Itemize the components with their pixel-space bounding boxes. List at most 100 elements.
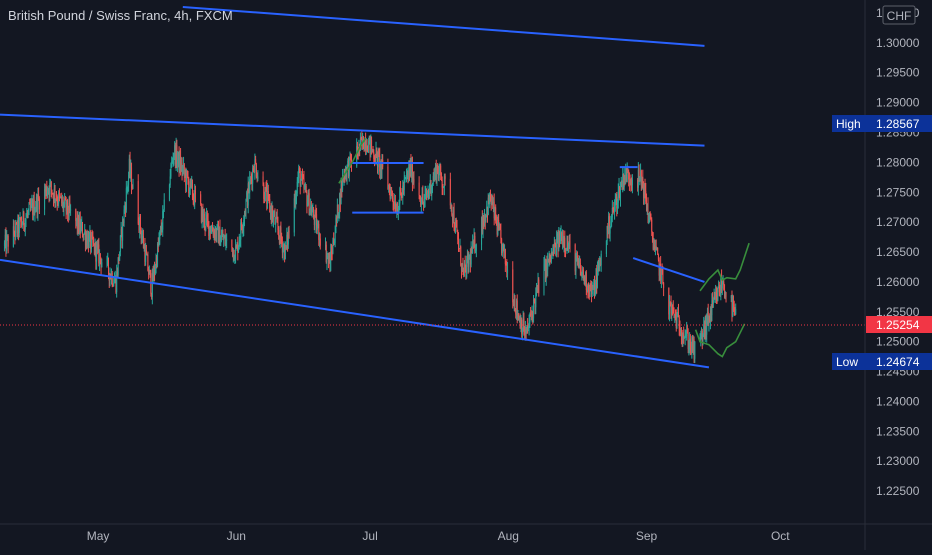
june-rise-projection[interactable] — [338, 138, 367, 184]
candle-body — [333, 242, 335, 244]
candle-body — [243, 219, 245, 228]
candle-body — [702, 334, 704, 342]
candle-body — [680, 335, 682, 337]
candle-body — [688, 347, 690, 350]
candle-body — [331, 252, 333, 254]
channel-top-line[interactable] — [0, 113, 705, 147]
candle-body — [26, 213, 28, 218]
candle-body — [401, 194, 403, 198]
candle-body — [169, 176, 171, 185]
candle-body — [307, 193, 309, 203]
candle-body — [306, 192, 308, 207]
time-axis[interactable]: May Jun Jul Aug Sep Oct — [87, 529, 791, 543]
candle-body — [239, 239, 241, 242]
candle-body — [453, 210, 455, 228]
candle-body — [154, 268, 156, 274]
candle-body — [287, 234, 289, 245]
candle-body — [80, 225, 82, 232]
low-label: Low — [836, 355, 858, 369]
candle-body — [651, 231, 653, 240]
candle-body — [716, 296, 718, 301]
candle-body — [533, 299, 535, 302]
candle-body — [107, 259, 109, 274]
candle-body — [427, 191, 429, 196]
candle-body — [450, 205, 452, 207]
candle-body — [580, 270, 582, 276]
candle-body — [436, 165, 438, 181]
candle-body — [357, 153, 359, 155]
candle-body — [617, 202, 619, 209]
candle-body — [599, 259, 601, 267]
candle-body — [407, 173, 409, 176]
candle-body — [670, 302, 672, 314]
candle-body — [270, 207, 272, 219]
candle-body — [359, 138, 361, 149]
low-marker: Low 1.24674 — [832, 353, 932, 370]
candle-body — [326, 256, 328, 263]
candle-body — [256, 176, 258, 179]
candle-body — [643, 187, 645, 199]
candle-body — [522, 318, 524, 331]
candle-body — [521, 330, 523, 334]
bullish-projection[interactable] — [699, 242, 750, 292]
candle-body — [56, 199, 58, 203]
price-tick-label: 1.25000 — [876, 335, 920, 349]
candle-body — [211, 228, 213, 233]
candle-body — [217, 225, 219, 227]
candle-body — [375, 149, 377, 164]
candle-body — [518, 317, 520, 320]
candle-body — [191, 182, 193, 184]
candle-body — [683, 334, 685, 338]
candle-body — [16, 223, 18, 233]
candle-body — [640, 170, 642, 184]
candle-body — [456, 227, 458, 232]
candle-body — [337, 204, 339, 218]
price-tick-label: 1.23500 — [876, 424, 920, 438]
candle-body — [360, 138, 362, 140]
candle-body — [232, 249, 234, 257]
wedge-top-line[interactable] — [632, 257, 705, 283]
candle-body — [132, 181, 134, 189]
price-tick-label: 1.22500 — [876, 484, 920, 498]
candle-body — [532, 311, 534, 319]
candle-body — [151, 293, 153, 297]
candle-body — [410, 161, 412, 177]
candle-body — [285, 245, 287, 247]
candle-body — [592, 285, 594, 289]
candle-body — [459, 246, 461, 249]
candle-body — [474, 235, 476, 252]
candle-body — [528, 322, 530, 328]
candle-body — [423, 202, 425, 206]
candle-body — [272, 215, 274, 220]
candle-body — [686, 330, 688, 333]
candle-body — [82, 236, 84, 238]
candle-body — [675, 314, 677, 316]
candle-body — [311, 211, 313, 216]
candle-body — [587, 284, 589, 292]
bearish-projection[interactable] — [694, 323, 746, 358]
candle-body — [611, 207, 613, 218]
candle-body — [694, 341, 696, 359]
candle-body — [64, 198, 66, 205]
candle-body — [128, 158, 130, 176]
candle-body — [639, 177, 641, 180]
candle-body — [287, 231, 289, 245]
candle-body — [657, 254, 659, 260]
channel-bottom-line[interactable] — [0, 258, 710, 369]
candle-body — [319, 238, 321, 240]
candle-body — [368, 135, 370, 141]
candle-body — [735, 308, 737, 315]
candle-body — [224, 235, 226, 245]
candle-body — [221, 234, 223, 237]
candle-body — [553, 242, 555, 254]
candle-body — [120, 228, 122, 236]
candle-body — [35, 196, 37, 209]
candle-body — [489, 192, 491, 204]
candle-body — [472, 240, 474, 254]
upper-resistance-line[interactable] — [182, 5, 705, 47]
candle-body — [724, 292, 726, 297]
candle-body — [678, 317, 680, 329]
candle-body — [565, 249, 567, 251]
candle-body — [392, 198, 394, 203]
